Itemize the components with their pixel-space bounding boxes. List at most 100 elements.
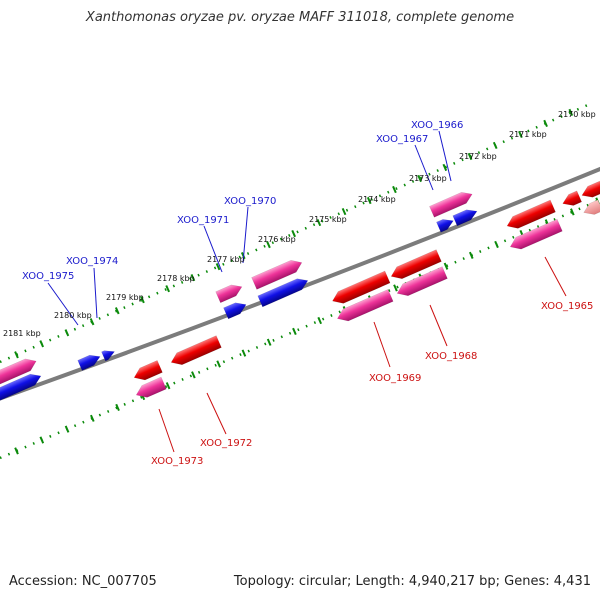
inner-tick-6	[165, 382, 171, 390]
gene-red-f-shape	[581, 180, 600, 198]
inner-tick-3	[90, 414, 95, 422]
gene-xoo-1967-shape	[436, 219, 454, 233]
map-title: Xanthomonas oryzae pv. oryzae MAFF 31101…	[85, 10, 515, 25]
outer-tick-18	[467, 152, 473, 161]
gene-label-xoo-1970[interactable]: XOO_1970	[224, 196, 276, 207]
leader-xoo-1965	[544, 256, 567, 297]
scale-label-2176: 2176 kbp	[258, 235, 296, 244]
outer-tick-11	[291, 229, 296, 238]
outer-tick-12	[316, 218, 322, 227]
outer-tick-2	[64, 329, 70, 337]
scale-label-2179: 2179 kbp	[106, 293, 144, 302]
outer-scale-track	[0, 102, 591, 364]
gene-xoo-1970-shape	[257, 278, 309, 308]
outer-tick-21	[543, 119, 548, 128]
outer-tick-13	[341, 207, 347, 216]
inner-tick-7	[191, 371, 196, 379]
gene-pink-b	[215, 284, 243, 304]
inner-tick-0	[14, 447, 19, 455]
gene-xoo-1974-shape	[101, 350, 115, 362]
scale-label-2178: 2178 kbp	[157, 274, 195, 283]
leader-xoo-1969	[373, 321, 391, 368]
leader-xoo-1966	[438, 130, 452, 182]
gene-label-xoo-1965[interactable]: XOO_1965	[541, 301, 593, 312]
inner-tick-11	[292, 327, 297, 336]
outer-tick-1	[39, 340, 45, 348]
inner-tick-18	[468, 251, 474, 259]
scale-label-2174: 2174 kbp	[358, 195, 396, 204]
gene-red-e-shape	[562, 190, 582, 206]
outer-tick-15	[392, 185, 397, 194]
gene-labels[interactable]: XOO_1966 XOO_1967 XOO_1970 XOO_1971 XOO_…	[22, 120, 593, 467]
gene-pink-f	[337, 289, 394, 322]
leader-xoo-1971	[203, 225, 223, 273]
gene-label-xoo-1973[interactable]: XOO_1973	[151, 456, 203, 467]
gene-pink-h-shape	[509, 218, 563, 250]
gene-xoo-1969-shape	[332, 270, 391, 304]
leader-xoo-1973	[158, 408, 175, 453]
gene-xoo-1973-shape	[133, 360, 163, 381]
gene-xoo-1972-shape	[170, 335, 222, 366]
label-leaders	[47, 130, 567, 453]
gene-pink-f-shape	[337, 289, 394, 322]
gene-xoo-1966	[452, 209, 478, 227]
gene-pale-shape	[583, 199, 600, 215]
gene-xoo-1974	[101, 350, 115, 362]
gene-label-xoo-1972[interactable]: XOO_1972	[200, 438, 252, 449]
inner-tick-1	[39, 436, 45, 444]
inner-tick-22	[570, 208, 575, 216]
outer-tick-6	[165, 285, 170, 293]
gene-pink-a	[0, 358, 37, 386]
scale-label-2170: 2170 kbp	[558, 110, 596, 119]
gene-xoo-1975a	[0, 373, 42, 402]
gene-label-xoo-1974[interactable]: XOO_1974	[66, 256, 118, 267]
gene-xoo-1973	[133, 360, 163, 381]
outer-tick-7	[190, 274, 196, 282]
gene-xoo-1971-shape	[223, 302, 247, 320]
scale-label-2180: 2180 kbp	[54, 311, 92, 320]
genome-summary: Topology: circular; Length: 4,940,217 bp…	[233, 574, 591, 589]
gene-label-xoo-1971[interactable]: XOO_1971	[177, 215, 229, 226]
gene-label-xoo-1966[interactable]: XOO_1966	[411, 120, 463, 131]
leader-xoo-1967	[414, 144, 434, 191]
gene-pink-d	[429, 192, 473, 218]
gene-pale	[583, 199, 600, 215]
outer-tick-5	[140, 296, 145, 304]
gene-red-f	[581, 180, 600, 198]
gene-features[interactable]	[0, 180, 600, 402]
gene-xoo-1970	[257, 278, 309, 308]
outer-tick-8	[215, 263, 221, 271]
outer-tick-19	[492, 141, 498, 150]
gene-label-xoo-1967[interactable]: XOO_1967	[376, 134, 428, 145]
outer-tick-4	[114, 307, 120, 315]
gene-pink-c-shape	[251, 259, 303, 290]
gene-label-xoo-1968[interactable]: XOO_1968	[425, 351, 477, 362]
gene-xoo-1966-shape	[452, 209, 478, 227]
inner-tick-19	[494, 240, 499, 249]
inner-tick-17	[443, 262, 449, 270]
inner-tick-10	[266, 338, 272, 346]
leader-xoo-1974	[93, 267, 98, 319]
gene-xoo-1975a-shape	[0, 373, 42, 402]
gene-xoo-1968-shape	[390, 249, 442, 280]
gene-pink-g	[396, 266, 448, 297]
scale-label-2173: 2173 kbp	[409, 174, 447, 183]
outer-tick-3	[89, 318, 95, 326]
gene-label-xoo-1969[interactable]: XOO_1969	[369, 373, 421, 384]
inner-tick-8	[216, 360, 221, 368]
scale-label-2172: 2172 kbp	[459, 152, 497, 161]
gene-xoo-1975-shape	[77, 354, 101, 371]
outer-tick-16	[417, 174, 422, 183]
gene-red-e	[562, 190, 582, 206]
inner-tick-12	[317, 316, 322, 325]
inner-tick-2	[64, 425, 70, 433]
outer-tick-14	[366, 196, 372, 205]
gene-xoo-1972	[170, 335, 222, 366]
gene-xoo-1965-shape	[506, 199, 556, 229]
leader-xoo-1968	[429, 304, 448, 347]
gene-xoo-1968	[390, 249, 442, 280]
scale-label-2177: 2177 kbp	[207, 255, 245, 264]
gene-label-xoo-1975[interactable]: XOO_1975	[22, 271, 74, 282]
inner-tick-15	[393, 284, 398, 292]
